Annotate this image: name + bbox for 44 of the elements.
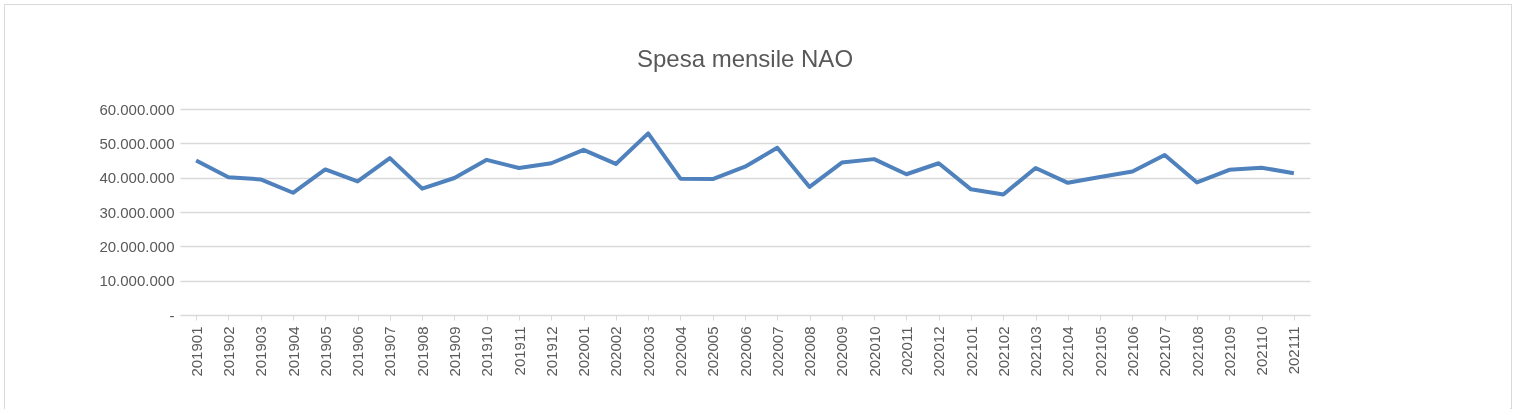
x-tick-label: 202006 xyxy=(736,326,754,377)
x-tick-label: 202007 xyxy=(768,326,786,377)
y-tick-label: 40.000.000 xyxy=(99,169,175,187)
x-tick-label: 201909 xyxy=(445,326,463,377)
x-tick-label: 201911 xyxy=(510,326,528,376)
x-tick-label: 202110 xyxy=(1253,326,1271,376)
line-series xyxy=(194,131,1296,197)
x-tick-label: 202106 xyxy=(1123,326,1141,377)
x-tick-label: 201901 xyxy=(187,326,205,377)
x-tick-label: 201905 xyxy=(316,326,334,377)
x-tick-label: 202102 xyxy=(994,326,1012,377)
x-tick-label: 202012 xyxy=(930,326,948,377)
x-tick-label: 202004 xyxy=(671,326,689,377)
x-tick-label: 201904 xyxy=(284,326,302,377)
x-tick-label: 202008 xyxy=(801,326,819,377)
x-tick-label: 202107 xyxy=(1156,326,1174,377)
x-tick-label: 201907 xyxy=(381,326,399,377)
x-tick-label: 202108 xyxy=(1188,326,1206,377)
x-tick-label: 202010 xyxy=(865,326,883,377)
x-tick-label: 202002 xyxy=(607,326,625,377)
chart-title: Spesa mensile NAO xyxy=(636,45,854,72)
x-tick-label: 201908 xyxy=(413,326,431,377)
x-tick-label: 202104 xyxy=(1059,326,1077,377)
y-tick-label: 50.000.000 xyxy=(99,134,175,152)
x-tick-label: 202003 xyxy=(639,326,657,377)
x-tick-label: 201906 xyxy=(349,326,367,377)
x-tick-label: 202105 xyxy=(1091,326,1109,377)
x-tick-label: 201902 xyxy=(219,326,237,377)
y-tick-label: 60.000.000 xyxy=(99,100,175,118)
y-tick-label: 20.000.000 xyxy=(99,237,175,255)
x-tick-label: 201910 xyxy=(478,326,496,377)
x-tick-label: 201903 xyxy=(252,326,270,377)
x-tick-label: 202001 xyxy=(575,326,593,377)
x-tick-label: 202111 xyxy=(1285,326,1303,375)
x-tick-label: 202103 xyxy=(1027,326,1045,377)
y-tick-label: - xyxy=(169,306,175,324)
y-tick-label: 30.000.000 xyxy=(99,203,175,221)
x-tick-label: 202109 xyxy=(1220,326,1238,377)
x-tick-label: 201912 xyxy=(542,326,560,377)
x-tick-label: 202005 xyxy=(704,326,722,377)
y-tick-label: 10.000.000 xyxy=(99,272,175,290)
x-tick-label: 202009 xyxy=(833,326,851,377)
x-tick-label: 202011 xyxy=(897,326,915,376)
x-tick-label: 202101 xyxy=(962,326,980,377)
